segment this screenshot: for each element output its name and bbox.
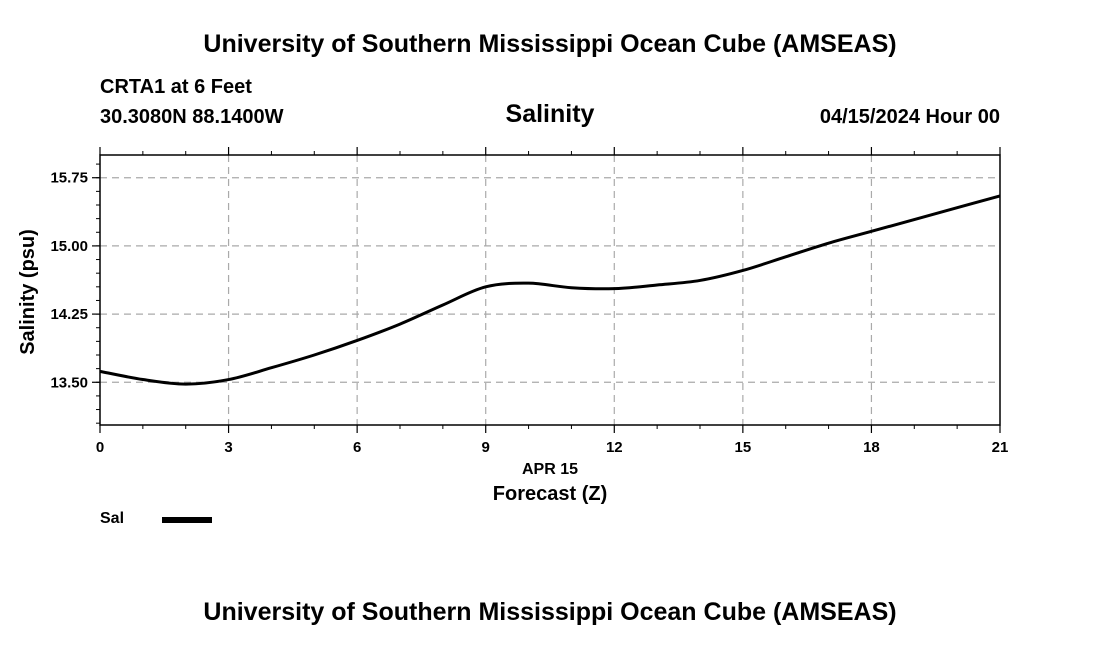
x-axis-date-label: APR 15 <box>522 461 578 478</box>
chart-title: Salinity <box>505 100 595 128</box>
x-tick-label: 15 <box>735 439 752 456</box>
legend-label: Sal <box>100 510 125 527</box>
x-tick-label: 0 <box>96 439 104 456</box>
y-tick-label: 13.50 <box>50 374 88 391</box>
station-label: CRTA1 at 6 Feet <box>100 76 252 98</box>
coordinates-label: 30.3080N 88.1400W <box>100 106 284 128</box>
chart-header-title: University of Southern Mississippi Ocean… <box>203 30 897 58</box>
y-tick-label: 15.00 <box>50 238 88 255</box>
x-tick-label: 12 <box>606 439 623 456</box>
tick-layer: 0 3 6 9 12 15 18 21 13.50 14.25 15.00 15.75 <box>50 147 1008 456</box>
y-axis-title: Salinity (psu) <box>17 229 39 355</box>
label-layer: APR 15 Forecast (Z) Salinity (psu) <box>17 229 607 505</box>
x-tick-label: 6 <box>353 439 361 456</box>
x-axis-title: Forecast (Z) <box>493 483 607 505</box>
series-layer <box>99 194 1001 386</box>
series-line-sal <box>99 194 1001 386</box>
chart-footer-title: University of Southern Mississippi Ocean… <box>203 598 897 626</box>
grid-layer <box>100 155 1000 425</box>
x-tick-label: 9 <box>482 439 490 456</box>
y-tick-label: 15.75 <box>50 170 88 187</box>
x-tick-label: 21 <box>992 439 1009 456</box>
plot-frame <box>99 154 1001 426</box>
legend-line-swatch <box>162 517 212 523</box>
y-tick-label: 14.25 <box>50 306 88 323</box>
x-tick-label: 3 <box>224 439 232 456</box>
forecast-datetime: 04/15/2024 Hour 00 <box>819 106 1000 128</box>
x-tick-label: 18 <box>863 439 880 456</box>
